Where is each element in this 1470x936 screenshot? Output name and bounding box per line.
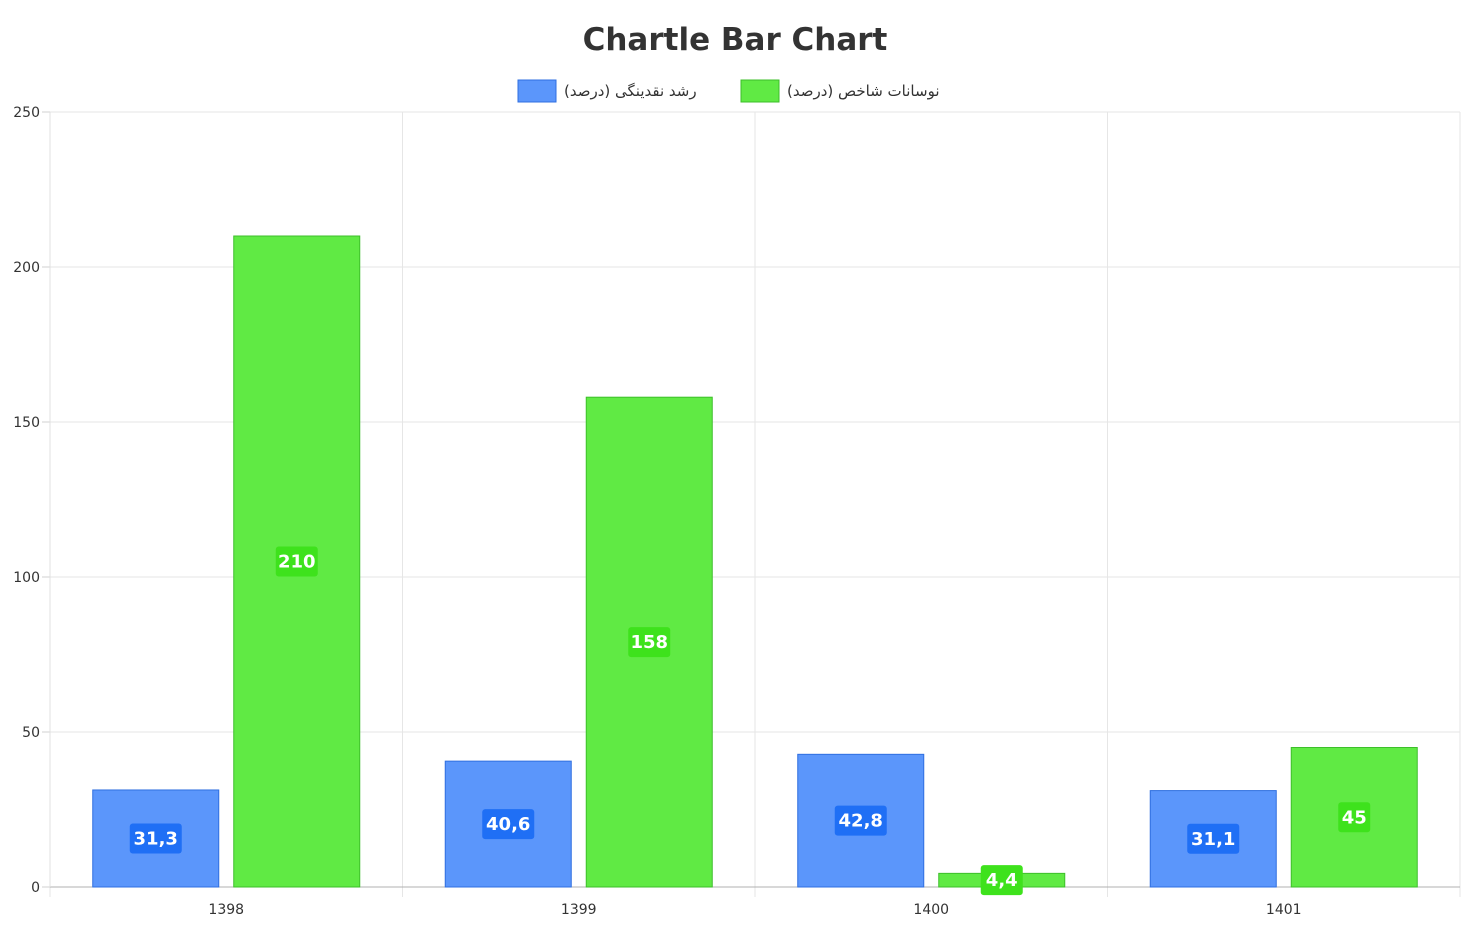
data-label: 40,6 [486, 814, 530, 835]
y-tick-label: 50 [22, 725, 40, 741]
x-tick-label: 1398 [208, 902, 244, 918]
x-tick-label: 1399 [561, 902, 597, 918]
y-tick-label: 200 [13, 260, 40, 276]
data-label-bg [980, 865, 1023, 896]
data-label-bg [628, 627, 671, 658]
legend-label[interactable]: رشد نقدینگی (درصد) [564, 82, 697, 100]
data-label: 158 [630, 632, 668, 653]
data-label-bg [275, 546, 318, 577]
data-label: 31,3 [134, 828, 178, 849]
data-label-bg [1187, 823, 1240, 854]
y-tick-label: 100 [13, 570, 40, 586]
legend-swatch[interactable] [740, 79, 780, 103]
y-tick-label: 150 [13, 415, 40, 431]
y-tick-label: 0 [31, 880, 40, 896]
y-tick-label: 250 [13, 105, 40, 121]
chart-title: Chartle Bar Chart [583, 22, 888, 58]
data-label: 4,4 [986, 870, 1018, 891]
data-label-bg [129, 823, 182, 854]
legend-swatch[interactable] [517, 79, 557, 103]
data-label-bg [482, 809, 535, 840]
x-tick-label: 1400 [913, 902, 949, 918]
legend-label[interactable]: نوسانات شاخص (درصد) [787, 82, 940, 100]
data-label-bg [1338, 802, 1371, 833]
legend: رشد نقدینگی (درصد) نوسانات شاخص (درصد) [517, 79, 940, 103]
data-labels: 31,3 40,6 42,8 31,1 210 158 4,4 45 [129, 546, 1371, 896]
data-label: 42,8 [839, 811, 883, 832]
data-label: 210 [278, 552, 316, 573]
data-label-bg [834, 805, 887, 836]
x-tick-label: 1401 [1266, 902, 1302, 918]
data-label: 31,1 [1191, 829, 1235, 850]
data-label: 45 [1342, 807, 1367, 828]
